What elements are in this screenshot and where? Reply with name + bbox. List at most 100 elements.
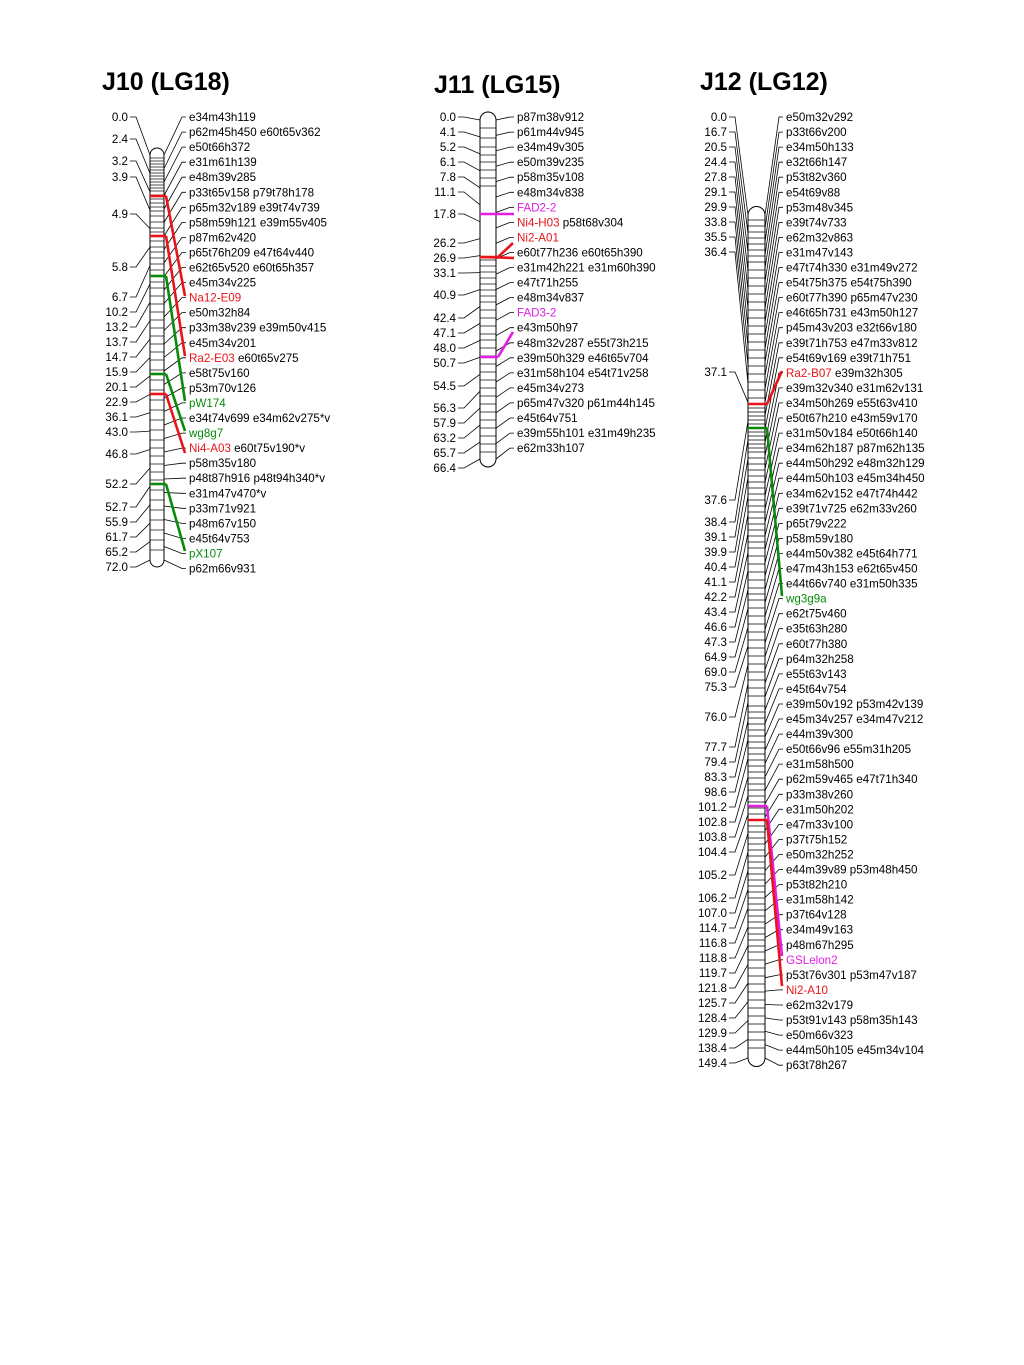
marker-connector: [495, 237, 514, 244]
marker-label: e45t64v754: [786, 683, 847, 696]
position-connector: [729, 945, 749, 974]
position-connector: [729, 533, 749, 598]
marker-connector: [495, 146, 514, 152]
position-label: 101.2: [698, 801, 727, 814]
marker-label: p33m38v260: [786, 788, 853, 801]
position-connector: [729, 814, 749, 853]
marker-label: e62m33h107: [517, 442, 585, 455]
position-label: 128.4: [698, 1012, 728, 1025]
linkage-group-title: J11 (LG15): [434, 71, 560, 99]
position-label: 77.7: [704, 741, 727, 754]
marker-connector: [163, 176, 186, 210]
marker-label: pW174: [189, 397, 226, 410]
position-label: 22.9: [105, 396, 128, 409]
marker-label: e50t66h372: [189, 141, 250, 154]
marker-connector: [764, 673, 783, 711]
position-connector: [130, 176, 151, 211]
position-connector: [729, 739, 749, 793]
position-label: 43.4: [704, 606, 727, 619]
marker-label: e47t74h330 e31m49v272: [786, 262, 918, 275]
marker-connector: [495, 176, 514, 182]
position-label: 54.5: [433, 380, 456, 393]
position-label: 56.3: [433, 402, 456, 415]
marker-connector: [764, 492, 783, 550]
marker-connector: [495, 417, 514, 429]
marker-label: p64m32h258: [786, 653, 854, 666]
marker-label: e39t71h753 e47m33v812: [786, 337, 918, 350]
position-label: 138.4: [698, 1042, 728, 1055]
position-connector: [130, 338, 151, 358]
marker-label: p33m71v921: [189, 502, 256, 515]
marker-label: e31m58h104 e54t71v258: [517, 367, 649, 380]
position-label: 29.9: [704, 201, 727, 214]
marker-connector: [764, 176, 783, 269]
marker-label: p33t66v200: [786, 126, 847, 139]
position-connector: [458, 373, 481, 387]
marker-connector: [495, 116, 514, 121]
marker-label: e39m32v340 e31m62v131: [786, 382, 923, 395]
marker-label: p53t91v143 p58m35h143: [786, 1014, 918, 1027]
marker-label: e58t75v160: [189, 367, 250, 380]
marker-label: e39t71v725 e62m33v260: [786, 502, 917, 515]
marker-label: p45m43v203 e32t66v180: [786, 322, 917, 335]
marker-label: e31m50h202: [786, 803, 854, 816]
marker-connector: [764, 1044, 783, 1051]
marker-label: e31m50v184 e50t66h140: [786, 427, 918, 440]
position-label: 40.4: [704, 561, 727, 574]
marker-label: e55t63v143: [786, 668, 847, 681]
position-connector: [729, 758, 749, 808]
marker-connector: [764, 1004, 783, 1006]
marker-label: e45m34v273: [517, 382, 584, 395]
highlighted-marker-line: [164, 235, 187, 357]
marker-connector: [495, 312, 514, 321]
marker-connector: [495, 297, 514, 306]
position-connector: [729, 589, 749, 643]
position-connector: [130, 160, 151, 192]
marker-connector: [764, 899, 783, 912]
linkage-group-title: J12 (LG12): [700, 68, 828, 96]
position-label: 125.7: [698, 997, 727, 1010]
position-label: 104.4: [698, 846, 728, 859]
marker-label: e34m49v305: [517, 141, 584, 154]
marker-connector: [163, 462, 186, 466]
position-connector: [729, 146, 749, 253]
position-connector: [458, 191, 481, 206]
position-connector: [130, 213, 151, 229]
marker-connector: [764, 387, 783, 456]
marker-connector: [764, 297, 783, 376]
position-connector: [458, 116, 481, 121]
marker-label: FAD3-2: [517, 307, 556, 320]
position-label: 119.7: [699, 967, 727, 980]
position-connector: [130, 302, 151, 328]
marker-label: Ra2-B07 e39m32h305: [786, 367, 903, 380]
position-connector: [729, 776, 749, 823]
marker-label: pX107: [189, 547, 223, 560]
position-label: 41.1: [704, 576, 727, 589]
marker-label: e48m39v285: [189, 171, 256, 184]
position-label: 79.4: [704, 756, 727, 769]
position-connector: [729, 626, 749, 673]
marker-label: e60t77h236 e60t65h390: [517, 246, 643, 259]
position-label: 36.1: [105, 411, 128, 424]
marker-label: p63t78h267: [786, 1059, 847, 1072]
position-label: 17.8: [433, 208, 456, 221]
marker-connector: [764, 748, 783, 778]
marker-connector: [495, 206, 514, 213]
position-connector: [729, 206, 749, 328]
position-connector: [729, 251, 749, 384]
position-label: 5.2: [440, 141, 456, 154]
marker-label: e50m39v235: [517, 156, 584, 169]
marker-label: e50m66v323: [786, 1029, 853, 1042]
position-label: 37.1: [704, 366, 727, 379]
position-connector: [729, 176, 749, 290]
position-connector: [729, 439, 749, 523]
position-connector: [458, 289, 481, 296]
position-label: 52.7: [105, 501, 128, 514]
position-label: 7.8: [440, 171, 456, 184]
position-connector: [130, 504, 151, 523]
position-connector: [729, 1020, 749, 1034]
marker-label: e60t77h380: [786, 638, 847, 651]
position-connector: [458, 407, 481, 424]
marker-label: p58m35v180: [189, 457, 256, 470]
